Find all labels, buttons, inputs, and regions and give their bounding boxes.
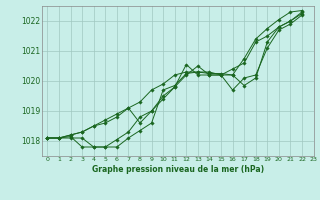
X-axis label: Graphe pression niveau de la mer (hPa): Graphe pression niveau de la mer (hPa): [92, 165, 264, 174]
